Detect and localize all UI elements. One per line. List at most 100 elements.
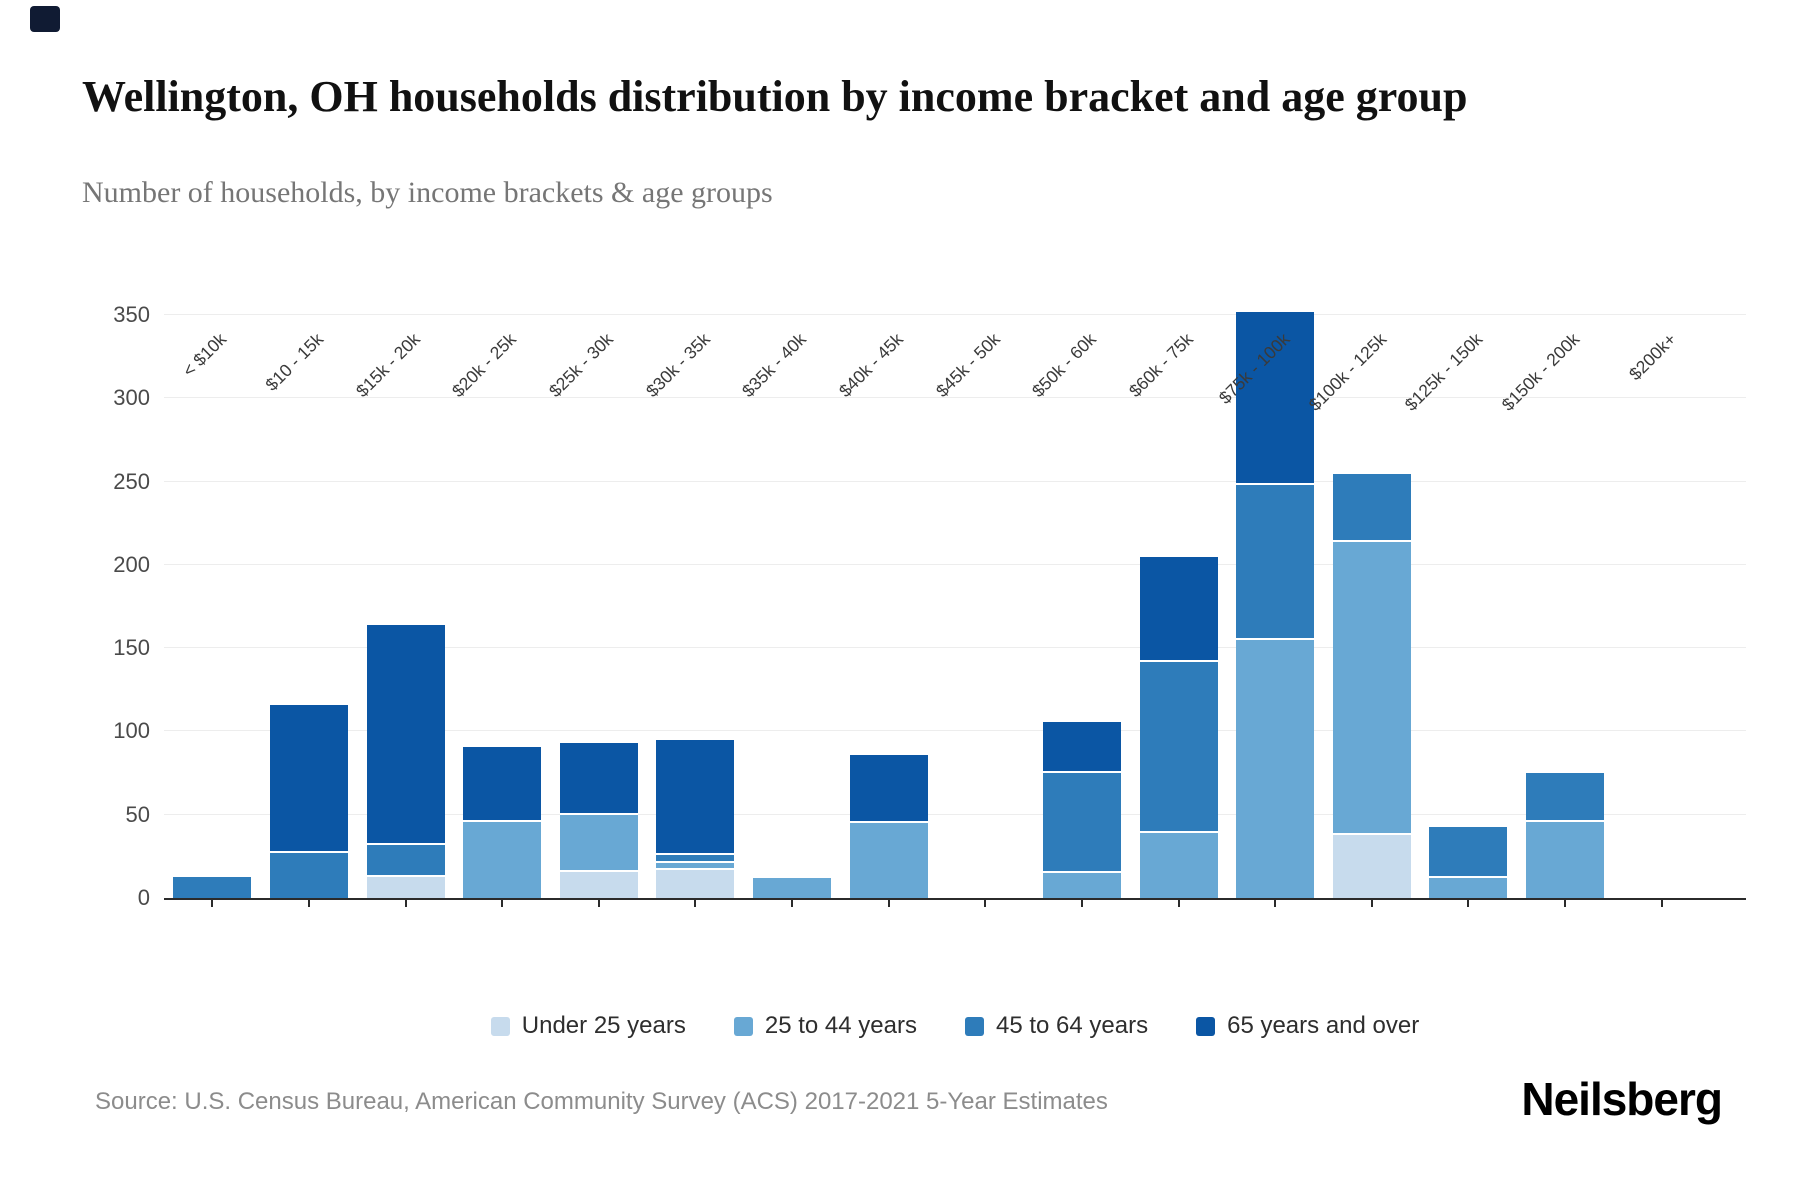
stacked-bar-$100k - 125k — [1332, 471, 1411, 898]
bar-segment[interactable] — [849, 753, 928, 822]
source-note: Source: U.S. Census Bureau, American Com… — [95, 1088, 1108, 1115]
legend-item[interactable]: Under 25 years — [490, 1012, 686, 1040]
bar-segment[interactable] — [1332, 539, 1411, 834]
bar-segment[interactable] — [1236, 483, 1315, 639]
x-axis-tick — [694, 900, 697, 907]
bar-segment[interactable] — [1429, 876, 1508, 898]
x-axis-tick — [791, 900, 794, 907]
site-logo-icon — [30, 6, 60, 32]
gridline — [164, 563, 1746, 565]
stacked-bar-$20k - 25k — [463, 744, 542, 898]
bar-segment[interactable] — [366, 623, 445, 844]
bar-segment[interactable] — [1236, 310, 1315, 484]
plot-area: < $10k $10 - 15k $15k - 20k $20k - 25k $25k … — [164, 310, 1746, 907]
y-axis-label: 150 — [113, 635, 150, 661]
bar-segment[interactable] — [1332, 833, 1411, 898]
stacked-bar-$10 - 15k — [269, 703, 348, 898]
bar-column — [1613, 315, 1710, 898]
bar-segment[interactable] — [1429, 824, 1508, 877]
bar-column — [1324, 315, 1421, 898]
gridline — [164, 397, 1746, 399]
legend-label: Under 25 years — [521, 1012, 686, 1039]
legend-item[interactable]: 65 years and over — [1196, 1012, 1419, 1040]
legend-swatch-icon — [490, 1016, 510, 1036]
gridline — [164, 730, 1746, 732]
x-axis-tick — [307, 900, 310, 907]
bar-segment[interactable] — [269, 851, 348, 898]
bar-column — [1517, 315, 1614, 898]
bar-column — [1420, 315, 1517, 898]
stacked-bar-$125k - 150k — [1429, 824, 1508, 898]
bar-segment[interactable] — [753, 876, 832, 898]
x-axis-tick — [1660, 900, 1663, 907]
stacked-bar-$150k - 200k — [1526, 771, 1605, 898]
bar-segment[interactable] — [1042, 871, 1121, 898]
x-axis-tick — [1370, 900, 1373, 907]
stacked-bar-$15k - 20k — [366, 623, 445, 898]
bar-segment[interactable] — [1139, 554, 1218, 660]
gridline — [164, 480, 1746, 482]
x-axis-tick — [1564, 900, 1567, 907]
legend: Under 25 years 25 to 44 years 45 to 64 yea… — [164, 1012, 1746, 1040]
brand-logo: Neilsberg — [1521, 1073, 1723, 1125]
bar-column — [261, 315, 358, 898]
x-axis-tick — [1080, 900, 1083, 907]
bar-segment[interactable] — [656, 861, 735, 869]
stacked-bar-$25k - 30k — [559, 741, 638, 898]
stacked-bar-$30k - 35k — [656, 738, 735, 898]
bar-segment[interactable] — [1139, 831, 1218, 898]
bar-segment[interactable] — [1139, 659, 1218, 832]
bar-segment[interactable] — [366, 874, 445, 898]
legend-item[interactable]: 25 to 44 years — [733, 1012, 917, 1040]
bar-segment[interactable] — [1042, 771, 1121, 872]
bar-segment[interactable] — [1042, 719, 1121, 772]
bar-segment[interactable] — [656, 738, 735, 854]
bar-segment[interactable] — [559, 813, 638, 870]
legend-item[interactable]: 45 to 64 years — [964, 1012, 1148, 1040]
bar-segment[interactable] — [656, 853, 735, 862]
y-axis-label: 300 — [113, 385, 150, 411]
bar-segment[interactable] — [559, 869, 638, 898]
y-axis-label: 100 — [113, 718, 150, 744]
gridline — [164, 314, 1746, 315]
y-axis-label: 250 — [113, 468, 150, 494]
bar-column — [1227, 310, 1324, 898]
bar-segment[interactable] — [463, 819, 542, 898]
x-axis-tick — [1467, 900, 1470, 907]
x-axis-tick — [887, 900, 890, 907]
bar-column — [937, 315, 1034, 898]
bar-column — [551, 315, 648, 898]
bar-segment[interactable] — [1526, 771, 1605, 820]
legend-swatch-icon — [1196, 1016, 1216, 1036]
legend-swatch-icon — [733, 1016, 753, 1036]
y-axis-label: 0 — [137, 885, 150, 910]
x-axis-tick — [1177, 900, 1180, 907]
stacked-bar-$35k - 40k — [753, 876, 832, 898]
bar-segment[interactable] — [849, 821, 928, 898]
stacked-bar-$75k - 100k — [1236, 310, 1315, 898]
bar-segment[interactable] — [1332, 471, 1411, 540]
stacked-bar-$50k - 60k — [1042, 719, 1121, 898]
bar-segment[interactable] — [656, 868, 735, 898]
x-axis-tick — [984, 900, 987, 907]
bar-segment[interactable] — [559, 741, 638, 814]
y-axis-label: 350 — [113, 302, 150, 327]
bar-column — [647, 315, 744, 898]
legend-label: 25 to 44 years — [764, 1012, 917, 1039]
stacked-bar-$40k - 45k — [849, 753, 928, 898]
bar-segment[interactable] — [269, 703, 348, 852]
x-axis-tick — [501, 900, 504, 907]
chart-subtitle: Number of households, by income brackets… — [82, 176, 773, 209]
bar-segment[interactable] — [463, 744, 542, 820]
bar-segment[interactable] — [366, 843, 445, 875]
bar-segment[interactable] — [1526, 819, 1605, 898]
y-axis-label: 200 — [113, 551, 150, 577]
legend-swatch-icon — [964, 1016, 984, 1036]
bar-segment[interactable] — [1236, 638, 1315, 898]
bar-column — [357, 315, 454, 898]
bar-column — [744, 315, 841, 898]
page-title: Wellington, OH households distribution b… — [82, 72, 1468, 122]
bar-segment[interactable] — [173, 874, 252, 898]
x-axis-tick — [211, 900, 214, 907]
